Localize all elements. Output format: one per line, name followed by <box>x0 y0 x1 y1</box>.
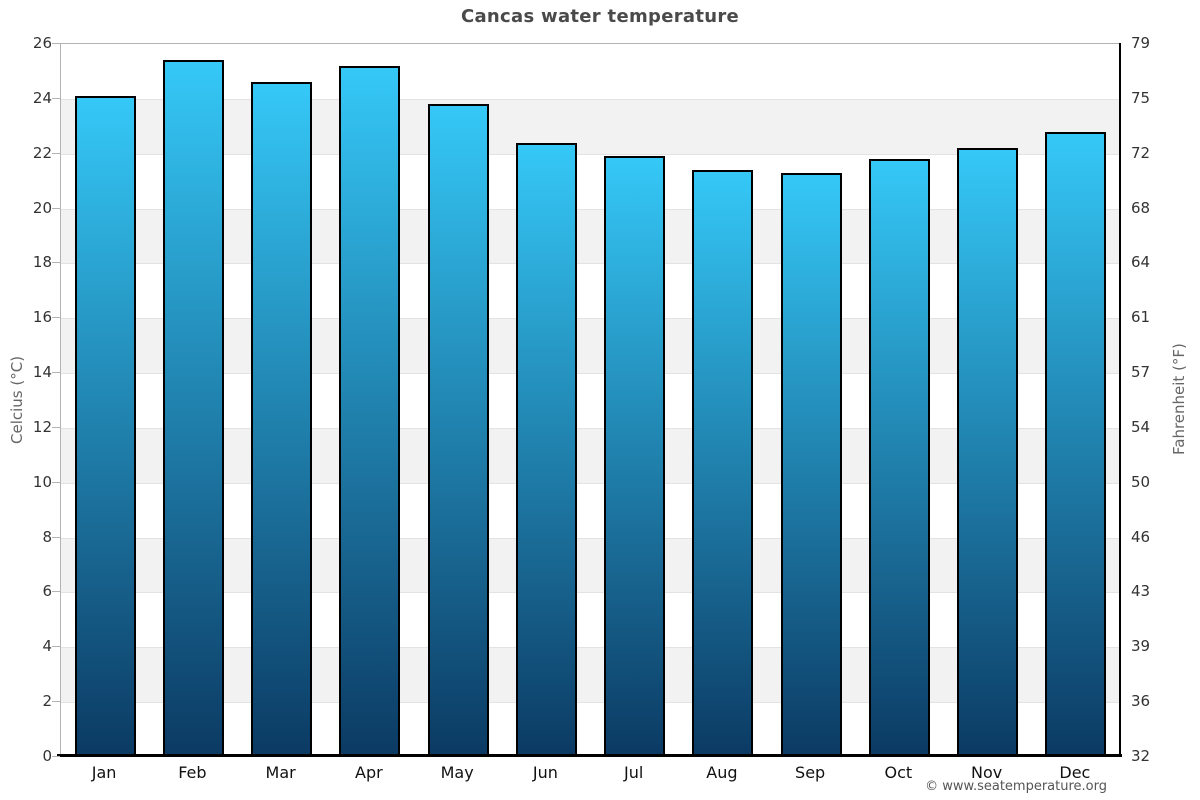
fahrenheit-tick-label: 57 <box>1131 363 1151 382</box>
gridline <box>61 263 1120 265</box>
bar-aug <box>692 170 754 757</box>
celsius-tick-label: 2 <box>42 692 52 711</box>
bar-may <box>427 104 489 757</box>
celsius-tick-mark <box>52 426 60 428</box>
fahrenheit-tick-label: 79 <box>1131 34 1151 52</box>
bar-nov <box>957 148 1019 757</box>
celsius-tick-label: 20 <box>32 198 52 217</box>
gridline <box>61 592 1120 594</box>
gridline <box>61 702 1120 704</box>
celsius-tick-label: 24 <box>32 88 52 107</box>
fahrenheit-tick-label: 54 <box>1131 417 1151 436</box>
celsius-tick-mark <box>52 701 60 703</box>
celsius-tick-label: 4 <box>42 637 52 656</box>
celsius-tick-mark <box>52 97 60 99</box>
celsius-tick-mark <box>52 372 60 374</box>
month-label-jun: Jun <box>532 763 558 782</box>
celsius-tick-mark <box>52 262 60 264</box>
month-label-apr: Apr <box>355 763 383 782</box>
month-label-may: May <box>440 763 474 782</box>
celsius-tick-mark <box>52 756 60 757</box>
celsius-tick-mark <box>52 317 60 319</box>
celsius-tick-label: 10 <box>32 472 52 491</box>
celsius-tick-mark <box>52 152 60 154</box>
month-label-aug: Aug <box>706 763 738 782</box>
celsius-tick-label: 22 <box>32 143 52 162</box>
celsius-tick-label: 18 <box>32 253 52 272</box>
grid-band <box>61 647 1120 703</box>
grid-band <box>61 592 1120 648</box>
month-label-jul: Jul <box>623 763 644 782</box>
celsius-tick-mark <box>52 207 60 209</box>
copyright-note: © www.seatemperature.org <box>925 779 1107 794</box>
bar-jun <box>515 142 577 757</box>
month-label-oct: Oct <box>884 763 913 782</box>
fahrenheit-tick-label: 68 <box>1131 198 1151 217</box>
month-label-jan: Jan <box>91 763 117 782</box>
month-label-mar: Mar <box>265 763 296 782</box>
celsius-tick-label: 6 <box>42 582 52 601</box>
celsius-tick-label: 8 <box>42 527 52 546</box>
gridline <box>61 373 1120 375</box>
gridline <box>61 208 1120 210</box>
celsius-tick-mark <box>52 646 60 648</box>
bar-oct <box>868 159 930 757</box>
gridline <box>61 427 1120 429</box>
grid-band <box>61 318 1120 374</box>
fahrenheit-tick-label: 36 <box>1131 692 1151 711</box>
bar-jan <box>74 96 136 757</box>
gridline <box>61 153 1120 155</box>
celsius-tick-label: 12 <box>32 417 52 436</box>
celsius-tick-label: 0 <box>42 747 52 765</box>
grid-band <box>61 373 1120 428</box>
month-label-sep: Sep <box>795 763 826 782</box>
celsius-tick-mark <box>52 591 60 593</box>
bar-jul <box>604 156 666 757</box>
fahrenheit-tick-label: 75 <box>1131 88 1151 107</box>
fahrenheit-axis-line <box>1119 43 1121 756</box>
bar-mar <box>251 82 313 757</box>
celsius-tick-label: 14 <box>32 363 52 382</box>
fahrenheit-tick-label: 46 <box>1131 527 1151 546</box>
grid-band <box>61 702 1120 757</box>
grid-band <box>61 427 1120 483</box>
grid-band <box>61 44 1120 99</box>
bar-feb <box>162 60 224 757</box>
month-label-nov: Nov <box>971 763 1003 782</box>
gridline <box>61 482 1120 484</box>
grid-band <box>61 263 1120 319</box>
fahrenheit-tick-label: 61 <box>1131 308 1151 327</box>
fahrenheit-tick-label: 43 <box>1131 582 1151 601</box>
celsius-tick-mark <box>52 43 60 44</box>
plot-area <box>60 43 1120 757</box>
grid-band <box>61 153 1120 209</box>
fahrenheit-tick-label: 50 <box>1131 472 1151 491</box>
gridline <box>61 537 1120 539</box>
fahrenheit-tick-label: 72 <box>1131 143 1151 162</box>
fahrenheit-tick-label: 64 <box>1131 253 1151 272</box>
celsius-tick-label: 16 <box>32 308 52 327</box>
month-label-dec: Dec <box>1059 763 1091 782</box>
grid-band <box>61 98 1120 154</box>
gridline <box>61 647 1120 649</box>
gridline <box>61 98 1120 100</box>
celsius-tick-mark <box>52 481 60 483</box>
fahrenheit-tick-label: 39 <box>1131 637 1151 656</box>
chart-title: Cancas water temperature <box>460 6 740 27</box>
gridline <box>61 318 1120 320</box>
x-axis-line <box>57 754 1122 757</box>
bar-dec <box>1045 131 1107 757</box>
bar-sep <box>780 172 842 757</box>
grid-band <box>61 537 1120 593</box>
celsius-tick-mark <box>52 536 60 538</box>
fahrenheit-tick-label: 32 <box>1131 747 1151 765</box>
grid-band <box>61 482 1120 538</box>
month-label-feb: Feb <box>178 763 207 782</box>
grid-band <box>61 208 1120 264</box>
bar-apr <box>339 65 401 757</box>
celsius-tick-label: 26 <box>32 34 52 52</box>
